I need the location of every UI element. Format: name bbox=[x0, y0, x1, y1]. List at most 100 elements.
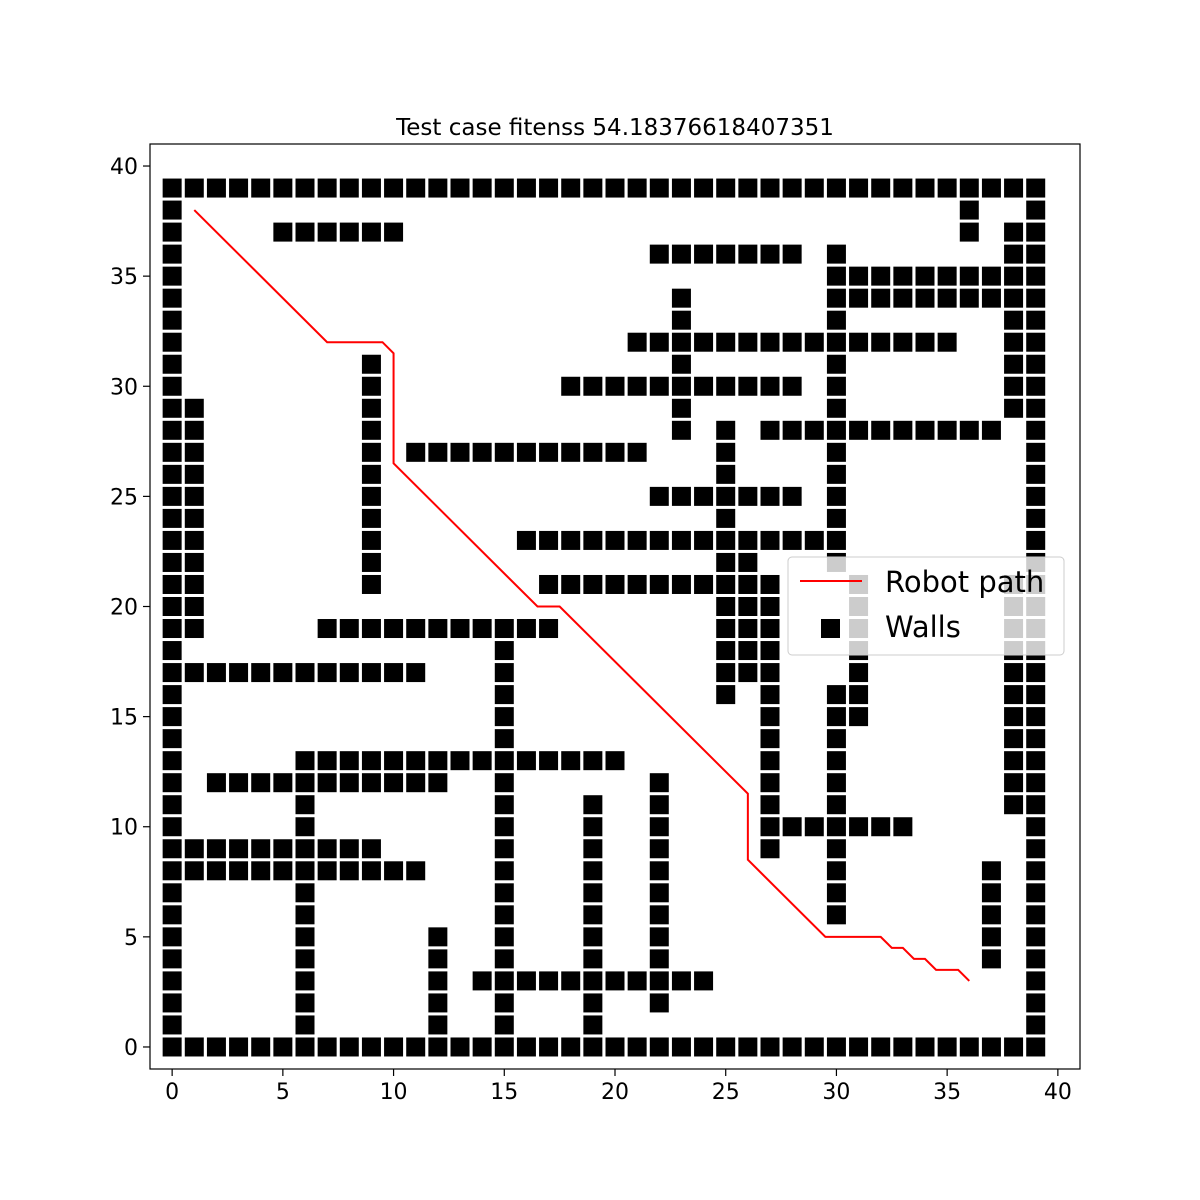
wall-marker bbox=[162, 949, 182, 969]
wall-marker bbox=[671, 310, 691, 330]
wall-marker bbox=[1026, 486, 1046, 506]
wall-marker bbox=[162, 685, 182, 705]
wall-marker bbox=[760, 376, 780, 396]
wall-marker bbox=[760, 817, 780, 837]
wall-marker bbox=[760, 641, 780, 661]
y-tick-label: 40 bbox=[110, 155, 138, 180]
wall-marker bbox=[561, 971, 581, 991]
wall-marker bbox=[738, 619, 758, 639]
wall-marker bbox=[339, 619, 359, 639]
wall-marker bbox=[1004, 376, 1024, 396]
wall-marker bbox=[893, 288, 913, 308]
x-tick-label: 0 bbox=[165, 1080, 179, 1105]
wall-marker bbox=[605, 1037, 625, 1057]
wall-marker bbox=[671, 332, 691, 352]
wall-marker bbox=[649, 486, 669, 506]
wall-marker bbox=[361, 376, 381, 396]
wall-marker bbox=[162, 266, 182, 286]
wall-marker bbox=[361, 751, 381, 771]
wall-marker bbox=[760, 332, 780, 352]
legend-path-label: Robot path bbox=[885, 565, 1044, 599]
wall-marker bbox=[539, 971, 559, 991]
wall-marker bbox=[649, 861, 669, 881]
wall-marker bbox=[915, 288, 935, 308]
wall-marker bbox=[826, 310, 846, 330]
wall-marker bbox=[981, 861, 1001, 881]
wall-marker bbox=[516, 1037, 536, 1057]
wall-marker bbox=[1026, 663, 1046, 683]
wall-marker bbox=[428, 442, 448, 462]
wall-marker bbox=[583, 993, 603, 1013]
wall-marker bbox=[826, 354, 846, 374]
wall-marker bbox=[406, 178, 426, 198]
wall-marker bbox=[339, 751, 359, 771]
wall-marker bbox=[583, 905, 603, 925]
wall-marker bbox=[649, 574, 669, 594]
wall-marker bbox=[494, 442, 514, 462]
wall-marker bbox=[162, 861, 182, 881]
y-tick-label: 20 bbox=[110, 596, 138, 621]
wall-marker bbox=[893, 817, 913, 837]
wall-marker bbox=[1026, 244, 1046, 264]
wall-marker bbox=[605, 442, 625, 462]
wall-marker bbox=[295, 751, 315, 771]
wall-marker bbox=[361, 178, 381, 198]
wall-marker bbox=[716, 178, 736, 198]
x-tick-label: 10 bbox=[380, 1080, 408, 1105]
wall-marker bbox=[649, 949, 669, 969]
wall-marker bbox=[317, 861, 337, 881]
wall-marker bbox=[871, 332, 891, 352]
wall-marker bbox=[583, 574, 603, 594]
wall-marker bbox=[893, 178, 913, 198]
wall-marker bbox=[649, 1037, 669, 1057]
wall-marker bbox=[361, 222, 381, 242]
wall-marker bbox=[649, 795, 669, 815]
wall-marker bbox=[716, 641, 736, 661]
wall-marker bbox=[539, 442, 559, 462]
wall-marker bbox=[826, 288, 846, 308]
wall-marker bbox=[184, 552, 204, 572]
wall-marker bbox=[893, 332, 913, 352]
wall-marker bbox=[428, 1015, 448, 1035]
wall-marker bbox=[760, 751, 780, 771]
wall-marker bbox=[516, 619, 536, 639]
wall-marker bbox=[627, 376, 647, 396]
wall-marker bbox=[627, 178, 647, 198]
wall-marker bbox=[295, 178, 315, 198]
wall-marker bbox=[1026, 354, 1046, 374]
wall-marker bbox=[826, 729, 846, 749]
wall-marker bbox=[826, 1037, 846, 1057]
wall-marker bbox=[959, 222, 979, 242]
wall-marker bbox=[671, 530, 691, 550]
wall-marker bbox=[494, 993, 514, 1013]
wall-marker bbox=[826, 420, 846, 440]
wall-marker bbox=[384, 178, 404, 198]
wall-marker bbox=[361, 663, 381, 683]
wall-marker bbox=[251, 663, 271, 683]
wall-marker bbox=[893, 266, 913, 286]
wall-marker bbox=[472, 971, 492, 991]
wall-marker bbox=[738, 552, 758, 572]
wall-marker bbox=[206, 178, 226, 198]
y-tick-label: 15 bbox=[110, 706, 138, 731]
wall-marker bbox=[826, 883, 846, 903]
wall-marker bbox=[184, 663, 204, 683]
legend: Robot path Walls bbox=[787, 556, 1065, 656]
wall-marker bbox=[1026, 222, 1046, 242]
wall-marker bbox=[959, 266, 979, 286]
wall-marker bbox=[229, 1037, 249, 1057]
wall-marker bbox=[361, 1037, 381, 1057]
wall-marker bbox=[1026, 1015, 1046, 1035]
wall-marker bbox=[539, 574, 559, 594]
wall-marker bbox=[295, 971, 315, 991]
x-tick-label: 20 bbox=[601, 1080, 629, 1105]
wall-marker bbox=[981, 949, 1001, 969]
wall-marker bbox=[649, 244, 669, 264]
wall-marker bbox=[295, 663, 315, 683]
wall-marker bbox=[162, 244, 182, 264]
wall-marker bbox=[826, 530, 846, 550]
x-tick-label: 5 bbox=[276, 1080, 290, 1105]
wall-marker bbox=[649, 178, 669, 198]
wall-marker bbox=[450, 1037, 470, 1057]
wall-marker bbox=[339, 861, 359, 881]
